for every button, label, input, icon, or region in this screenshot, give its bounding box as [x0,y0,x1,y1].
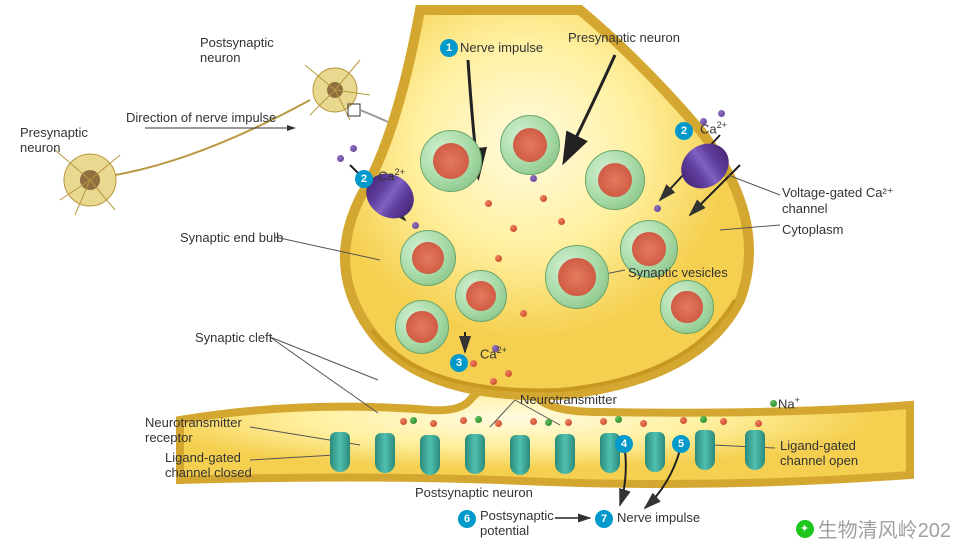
label-presynaptic-neuron-small: Presynaptic neuron [20,125,88,155]
label-voltage-gated: Voltage-gated Ca²⁺ channel [782,185,894,216]
neurotransmitter-dot [720,418,727,425]
step-badge-2b: 2 [675,122,693,140]
neurotransmitter-dot [600,418,607,425]
neurotransmitter-dot [430,420,437,427]
neurotransmitter-dot [495,420,502,427]
label-ca-center: Ca2+ [480,345,507,361]
label-na: Na+ [778,395,800,411]
neurotransmitter-dot [565,419,572,426]
label-postsynaptic-potential: Postsynaptic potential [480,508,554,538]
step-badge-6: 6 [458,510,476,528]
calcium-ion [718,110,725,117]
calcium-ion [350,145,357,152]
ligand-channel [555,434,575,474]
sodium-ion [770,400,777,407]
watermark-text: 生物清风岭202 [818,514,951,543]
synaptic-vesicle [400,230,456,286]
neurotransmitter-dot [540,195,547,202]
calcium-ion [412,222,419,229]
ligand-channel [375,433,395,473]
label-postsynaptic-neuron-small: Postsynaptic neuron [200,35,274,65]
label-cytoplasm: Cytoplasm [782,222,843,237]
ligand-channel [465,434,485,474]
ligand-channel [330,432,350,472]
label-synaptic-vesicles: Synaptic vesicles [628,265,728,280]
sodium-ion [475,416,482,423]
step-badge-3: 3 [450,354,468,372]
label-postsynaptic-neuron: Postsynaptic neuron [415,485,533,500]
neurotransmitter-dot [470,360,477,367]
step-badge-4: 4 [615,435,633,453]
calcium-ion [654,205,661,212]
watermark: ✦ 生物清风岭202 [796,514,951,543]
synaptic-vesicle [500,115,560,175]
synaptic-vesicle [585,150,645,210]
neurotransmitter-dot [558,218,565,225]
neurotransmitter-dot [460,417,467,424]
sodium-ion [700,416,707,423]
synaptic-vesicle [420,130,482,192]
synaptic-vesicle [395,300,449,354]
label-ca-right: Ca2+ [700,120,727,136]
label-nerve-impulse-2: Nerve impulse [617,510,700,525]
sodium-ion [615,416,622,423]
calcium-ion [530,175,537,182]
neurotransmitter-dot [520,310,527,317]
label-ligand-closed: Ligand-gated channel closed [165,450,252,480]
synaptic-vesicle [660,280,714,334]
label-neurotransmitter: Neurotransmitter [520,392,617,407]
neurotransmitter-dot [505,370,512,377]
step-badge-1: 1 [440,39,458,57]
label-direction: Direction of nerve impulse [126,110,276,125]
neurotransmitter-dot [490,378,497,385]
neurotransmitter-dot [680,417,687,424]
label-ligand-open: Ligand-gated channel open [780,438,858,468]
ligand-channel [695,430,715,470]
step-badge-7: 7 [595,510,613,528]
label-ca-left: Ca2+ [378,167,405,183]
synaptic-vesicle [545,245,609,309]
ligand-channel [420,435,440,475]
step-badge-2a: 2 [355,170,373,188]
sodium-ion [545,419,552,426]
calcium-ion [337,155,344,162]
ligand-channel [745,430,765,470]
neurotransmitter-dot [485,200,492,207]
label-nt-receptor: Neurotransmitter receptor [145,415,242,445]
neurotransmitter-dot [495,255,502,262]
synaptic-vesicle [455,270,507,322]
neurotransmitter-dot [755,420,762,427]
neurotransmitter-dot [510,225,517,232]
neurotransmitter-dot [530,418,537,425]
step-badge-5: 5 [672,435,690,453]
label-synaptic-end-bulb: Synaptic end bulb [180,230,283,245]
ligand-channel [645,432,665,472]
sodium-ion [410,417,417,424]
label-synaptic-cleft: Synaptic cleft [195,330,272,345]
neurotransmitter-dot [400,418,407,425]
neurotransmitter-dot [640,420,647,427]
label-nerve-impulse: Nerve impulse [460,40,543,55]
ligand-channel [510,435,530,475]
wechat-icon: ✦ [796,520,814,538]
label-presynaptic-neuron: Presynaptic neuron [568,30,680,45]
